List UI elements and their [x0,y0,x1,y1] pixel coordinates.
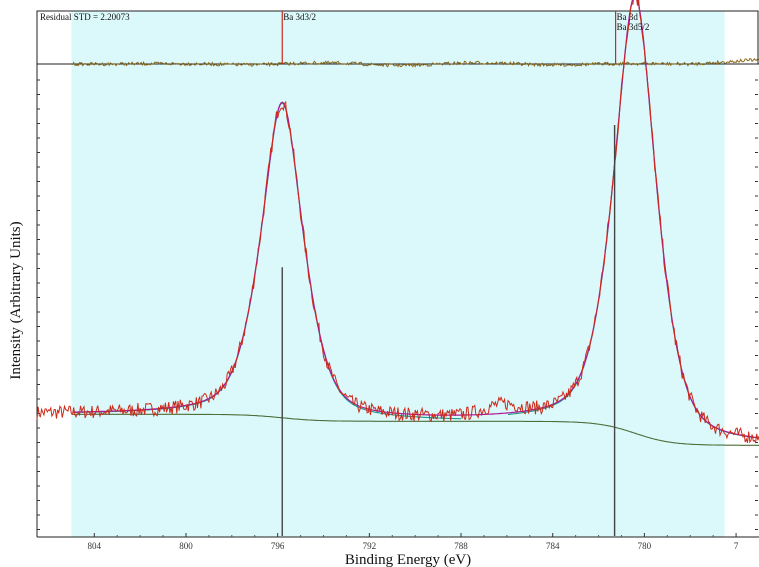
group-label-ba3d: Ba 3d [617,12,639,22]
x-tick-label: 804 [88,541,102,551]
x-tick-label: 800 [179,541,193,551]
x-tick-label: 796 [271,541,285,551]
component-label-ba3d5: Ba 3d5/2 [617,22,650,32]
residual-series [72,57,759,68]
raw-data-series [36,0,759,444]
component-label-ba3d3: Ba 3d3/2 [283,12,316,22]
fit-region [71,11,725,537]
x-tick-label: 780 [638,541,652,551]
x-tick-label: 7 [734,541,739,551]
background-series [72,413,759,446]
y-axis-ticks [37,79,758,530]
x-axis-ticks: 804 800 796 792 788 784 780 7 [88,533,739,551]
residual-std-label: Residual STD = 2.20073 [40,12,130,22]
x-tick-label: 792 [363,541,377,551]
x-tick-label: 788 [454,541,468,551]
y-axis-title: Intensity (Arbitrary Units) [8,221,24,379]
x-tick-label: 784 [546,541,560,551]
x-axis-title: Binding Energy (eV) [345,552,471,567]
